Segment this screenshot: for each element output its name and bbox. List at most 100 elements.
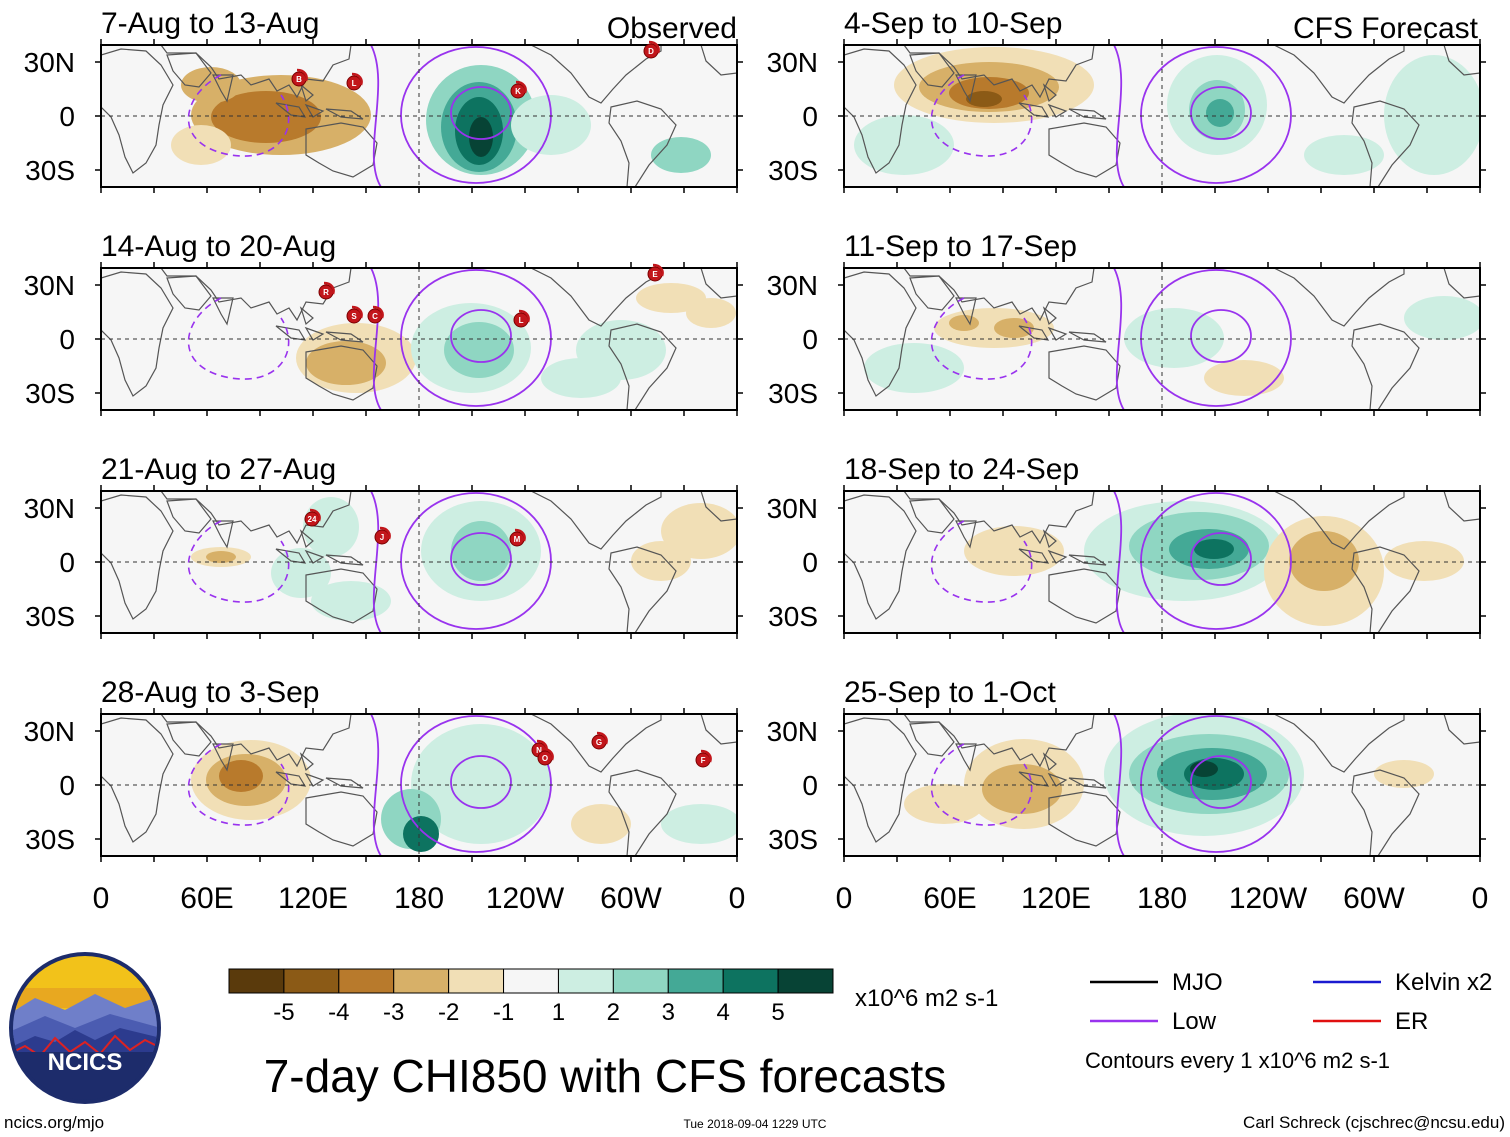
- lon-tick-label: 180: [1137, 882, 1187, 915]
- map-panel-right-4: 30N 0 30S 25-Sep to 1-Oct: [767, 676, 1486, 862]
- anomaly-shading: [271, 548, 331, 598]
- lon-tick-label: 120E: [1021, 882, 1091, 915]
- coastline: [101, 717, 174, 843]
- storm-label: F: [701, 756, 706, 765]
- legend-item: Low: [1090, 1008, 1217, 1035]
- anomaly-shading: [311, 581, 391, 621]
- storm-marker: O: [537, 747, 554, 766]
- coastline: [530, 491, 662, 550]
- storm-label: G: [596, 738, 602, 747]
- coastline: [160, 491, 352, 545]
- footer-url: ncics.org/mjo: [4, 1113, 104, 1132]
- footer-timestamp: Tue 2018-09-04 1229 UTC: [684, 1117, 827, 1131]
- legend-item: ER: [1313, 1008, 1428, 1035]
- storm-label: K: [515, 87, 521, 96]
- low-contours: [187, 45, 552, 187]
- map-panel-right-1: 30N 0 30S 4-Sep to 10-Sep: [767, 7, 1486, 193]
- coastline: [1048, 122, 1121, 178]
- lon-tick-label: 0: [1472, 882, 1489, 915]
- coastline: [1273, 45, 1405, 104]
- anomaly-shading: [854, 115, 954, 175]
- map-panel-left-1: 30N 0 30S 7-Aug to 13-Aug B L K D: [24, 7, 743, 193]
- colorbar-tick-label: 5: [771, 999, 784, 1026]
- lat-tick-label: 0: [59, 547, 75, 578]
- anomaly-shading: [982, 764, 1062, 814]
- storm-marker: M: [509, 528, 526, 547]
- low-contours: [930, 268, 1292, 410]
- coastline: [1273, 268, 1405, 327]
- storm-marker: D: [643, 40, 660, 59]
- coastline: [608, 546, 677, 633]
- storm-marker: R: [318, 281, 335, 300]
- figure-title: 7-day CHI850 with CFS forecasts: [264, 1050, 947, 1102]
- colorbar-tick-label: 2: [607, 999, 620, 1026]
- lat-tick-label: 0: [59, 101, 75, 132]
- lon-tick-label: 60W: [1343, 882, 1405, 915]
- coastline: [1351, 769, 1420, 856]
- colorbar-tick-label: -1: [493, 999, 514, 1026]
- coastline: [160, 714, 352, 768]
- coastline: [608, 100, 677, 187]
- logo-text: NCICS: [48, 1049, 123, 1076]
- panel-date-label: 4-Sep to 10-Sep: [844, 7, 1062, 40]
- contour-legend: MJO Low Kelvin x2 ER: [1090, 969, 1492, 1035]
- anomaly-shading: [451, 521, 511, 581]
- lon-tick-label: 120W: [486, 882, 565, 915]
- anomaly-shading: [541, 358, 621, 398]
- lat-tick-label: 30S: [768, 824, 818, 855]
- lon-tick-label: 0: [729, 882, 746, 915]
- storm-marker: B: [291, 68, 308, 87]
- anomaly-shading: [636, 283, 706, 313]
- coastline: [101, 271, 174, 397]
- storm-label: B: [296, 75, 302, 84]
- map-panel-left-2: 30N 0 30S 14-Aug to 20-Aug R S C L E: [24, 230, 743, 416]
- lat-tick-label: 30N: [767, 716, 818, 747]
- anomaly-shading: [966, 91, 1002, 107]
- panel-date-label: 11-Sep to 17-Sep: [844, 230, 1077, 263]
- legend-label: Low: [1172, 1008, 1217, 1035]
- coastline: [700, 491, 737, 522]
- legend-label: Kelvin x2: [1395, 969, 1492, 996]
- coastline: [160, 45, 352, 99]
- low-contours: [930, 714, 1292, 856]
- panel-date-label: 21-Aug to 27-Aug: [101, 453, 336, 486]
- coastline: [212, 297, 234, 326]
- coastline: [1351, 546, 1420, 633]
- anomaly-shading: [1384, 541, 1464, 581]
- anomaly-shading: [864, 343, 964, 393]
- coastline: [608, 323, 677, 410]
- coastline: [1018, 83, 1107, 120]
- ncics-logo: NCICS: [9, 952, 161, 1104]
- coastline: [955, 743, 977, 772]
- colorbar-tick-label: -3: [383, 999, 404, 1026]
- lat-tick-label: 30N: [767, 47, 818, 78]
- storm-marker: F: [695, 749, 712, 768]
- storm-label: R: [323, 288, 329, 297]
- coastline: [305, 345, 378, 401]
- lat-tick-label: 0: [802, 324, 818, 355]
- lat-tick-label: 0: [59, 770, 75, 801]
- low-contours: [187, 268, 552, 410]
- anomaly-shading: [219, 760, 263, 792]
- anomaly-shading: [661, 804, 737, 844]
- coastline: [903, 45, 1095, 99]
- legend-item: MJO: [1090, 969, 1223, 996]
- coastline: [101, 494, 174, 620]
- legend-label: MJO: [1172, 969, 1223, 996]
- lon-tick-label: 120E: [278, 882, 348, 915]
- anomaly-shading: [949, 315, 979, 331]
- anomaly-shading: [1190, 761, 1218, 777]
- colorbar-units: x10^6 m2 s-1: [855, 985, 998, 1012]
- coastline: [530, 714, 662, 773]
- colorbar-swatch: [612, 968, 669, 994]
- colorbar-tick-label: 1: [552, 999, 565, 1026]
- colorbar-tick-label: 3: [662, 999, 675, 1026]
- colorbar-swatch: [448, 968, 505, 994]
- colorbar-swatch: [777, 968, 834, 994]
- coastline: [1048, 345, 1121, 401]
- storm-label: E: [652, 270, 658, 279]
- storm-label: J: [380, 533, 384, 542]
- coastline: [903, 491, 1095, 545]
- storm-label: C: [372, 312, 378, 321]
